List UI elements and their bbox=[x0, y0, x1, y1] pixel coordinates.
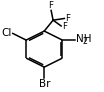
Text: Cl: Cl bbox=[1, 28, 12, 38]
Text: F: F bbox=[62, 22, 67, 31]
Text: Br: Br bbox=[38, 79, 50, 89]
Text: NH: NH bbox=[76, 34, 92, 44]
Text: F: F bbox=[49, 1, 54, 10]
Text: 2: 2 bbox=[83, 37, 88, 46]
Text: F: F bbox=[65, 14, 70, 23]
